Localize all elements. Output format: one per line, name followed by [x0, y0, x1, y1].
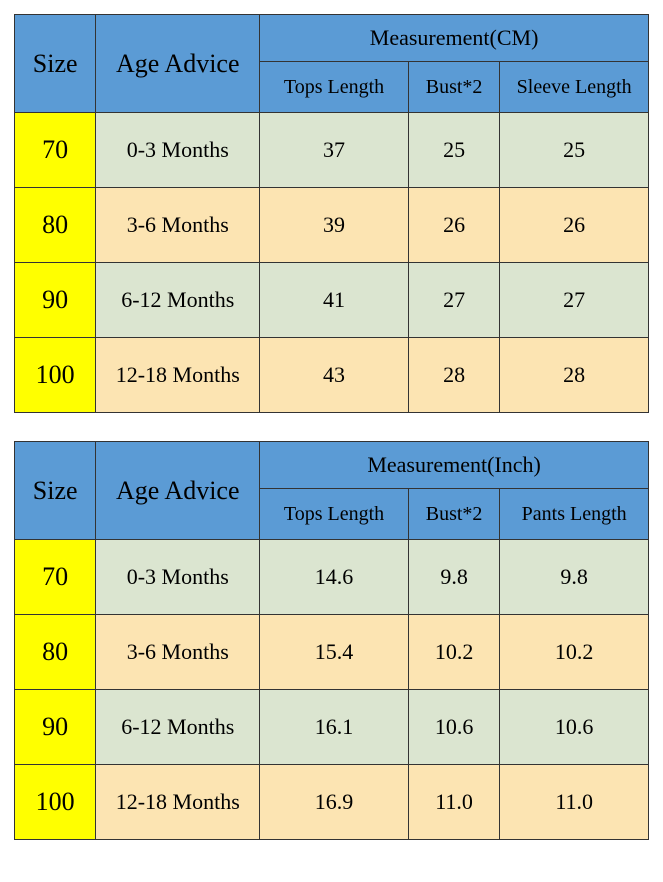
header-col-pants: Pants Length	[500, 489, 649, 540]
cell-bust: 27	[408, 263, 499, 338]
header-col-tops: Tops Length	[260, 62, 409, 113]
cell-tops: 16.9	[260, 765, 409, 840]
header-measurement: Measurement(CM)	[260, 15, 649, 62]
cell-size: 70	[15, 540, 96, 615]
cell-age: 6-12 Months	[96, 263, 260, 338]
cell-bust: 9.8	[408, 540, 499, 615]
header-measurement: Measurement(Inch)	[260, 442, 649, 489]
cell-sleeve: 25	[500, 113, 649, 188]
cell-pants: 10.6	[500, 690, 649, 765]
header-age: Age Advice	[96, 442, 260, 540]
cell-age: 12-18 Months	[96, 765, 260, 840]
cell-age: 6-12 Months	[96, 690, 260, 765]
cell-size: 100	[15, 765, 96, 840]
cell-size: 100	[15, 338, 96, 413]
cell-tops: 16.1	[260, 690, 409, 765]
cell-sleeve: 27	[500, 263, 649, 338]
table-row: 90 6-12 Months 16.1 10.6 10.6	[15, 690, 649, 765]
cell-age: 0-3 Months	[96, 540, 260, 615]
cell-size: 80	[15, 188, 96, 263]
cell-bust: 26	[408, 188, 499, 263]
table-row: 70 0-3 Months 14.6 9.8 9.8	[15, 540, 649, 615]
cell-pants: 11.0	[500, 765, 649, 840]
table-row: 80 3-6 Months 39 26 26	[15, 188, 649, 263]
cell-tops: 41	[260, 263, 409, 338]
cell-size: 70	[15, 113, 96, 188]
table-row: 70 0-3 Months 37 25 25	[15, 113, 649, 188]
cell-bust: 10.2	[408, 615, 499, 690]
table-row: 90 6-12 Months 41 27 27	[15, 263, 649, 338]
cell-tops: 43	[260, 338, 409, 413]
cell-size: 90	[15, 263, 96, 338]
cell-tops: 14.6	[260, 540, 409, 615]
size-table-cm: Size Age Advice Measurement(CM) Tops Len…	[14, 14, 649, 413]
cell-bust: 10.6	[408, 690, 499, 765]
cell-age: 12-18 Months	[96, 338, 260, 413]
cell-bust: 11.0	[408, 765, 499, 840]
table-row: 80 3-6 Months 15.4 10.2 10.2	[15, 615, 649, 690]
cell-tops: 37	[260, 113, 409, 188]
header-size: Size	[15, 442, 96, 540]
cell-sleeve: 28	[500, 338, 649, 413]
cell-age: 3-6 Months	[96, 615, 260, 690]
table-row: 100 12-18 Months 43 28 28	[15, 338, 649, 413]
cell-tops: 15.4	[260, 615, 409, 690]
cell-tops: 39	[260, 188, 409, 263]
header-age: Age Advice	[96, 15, 260, 113]
header-size: Size	[15, 15, 96, 113]
cell-bust: 25	[408, 113, 499, 188]
cell-size: 80	[15, 615, 96, 690]
cell-bust: 28	[408, 338, 499, 413]
header-col-bust: Bust*2	[408, 62, 499, 113]
size-table-inch: Size Age Advice Measurement(Inch) Tops L…	[14, 441, 649, 840]
cell-pants: 9.8	[500, 540, 649, 615]
cell-age: 0-3 Months	[96, 113, 260, 188]
table-row: 100 12-18 Months 16.9 11.0 11.0	[15, 765, 649, 840]
cell-sleeve: 26	[500, 188, 649, 263]
cell-size: 90	[15, 690, 96, 765]
header-col-bust: Bust*2	[408, 489, 499, 540]
cell-age: 3-6 Months	[96, 188, 260, 263]
header-col-sleeve: Sleeve Length	[500, 62, 649, 113]
header-col-tops: Tops Length	[260, 489, 409, 540]
cell-pants: 10.2	[500, 615, 649, 690]
